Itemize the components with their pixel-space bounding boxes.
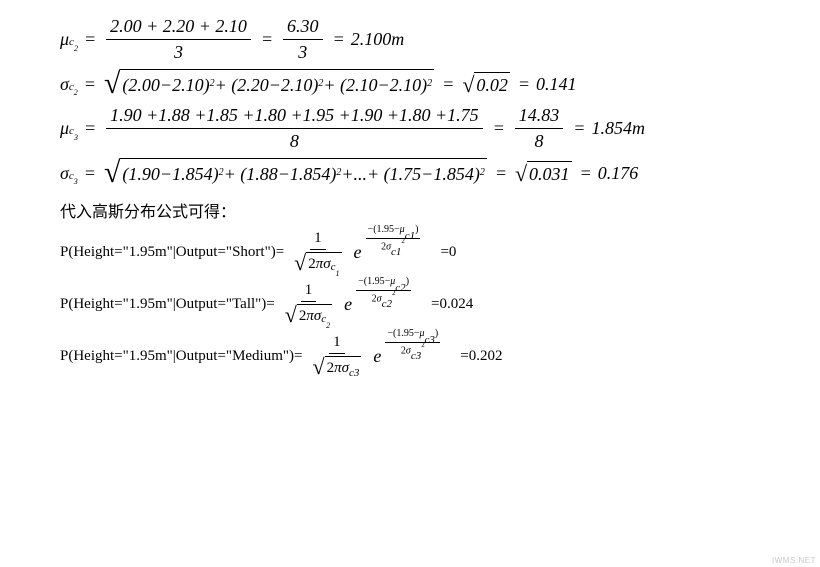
exponent: −(1.95−μc1) 2σc12: [366, 224, 421, 255]
subsub-3: 3: [74, 133, 78, 142]
val: 2.10: [346, 75, 378, 96]
exponent: −(1.95−μc2) 2σc22: [356, 276, 411, 307]
result: 0.176: [598, 163, 639, 184]
subsub-2: 2: [74, 88, 78, 97]
subsub: 1: [336, 269, 340, 278]
equation-sigma-c2: σc2 = √ (2.00 − 2.10)2 + (2.20 − 2.10)2 …: [60, 69, 760, 99]
denominator: 3: [294, 40, 311, 63]
numerator: 14.83: [515, 105, 564, 129]
height-val: 1.95m: [129, 348, 167, 364]
var-mu: μ: [60, 118, 69, 139]
sqrt: √ (1.90 −1.854)2 + (1.88 −1.854)2 +...+ …: [104, 158, 487, 188]
exp-sub: c3: [411, 350, 421, 362]
val: 1.88: [246, 164, 278, 185]
fraction: 6.30 3: [283, 16, 323, 63]
unit: m: [391, 29, 404, 50]
height-val: 1.95m: [129, 244, 167, 260]
val: 1.90: [128, 164, 160, 185]
prob-short: P(Height="1.95m"|Output="Short")= 1 √ 2π…: [60, 230, 760, 274]
numerator: 2.00 + 2.20 + 2.10: [106, 16, 251, 40]
fraction: 1 √ 2πσc2: [279, 282, 338, 326]
x: 1.95: [367, 276, 385, 287]
val: 2.20: [237, 75, 269, 96]
result: 0.202: [469, 348, 503, 364]
sqrt: √ (2.00 − 2.10)2 + (2.20 − 2.10)2 + (2.1…: [104, 69, 434, 99]
math-content: μc2 = 2.00 + 2.20 + 2.10 3 = 6.30 3 = 2.…: [0, 0, 820, 396]
result: 0: [449, 244, 457, 260]
denominator: 3: [170, 40, 187, 63]
watermark: IWMS.NET: [772, 556, 816, 565]
sqrt: √ 0.031: [515, 161, 572, 185]
result: 0.141: [536, 74, 577, 95]
val: 0.031: [527, 161, 572, 185]
result: 1.854: [591, 118, 632, 139]
result: 2.100: [351, 29, 392, 50]
class-val: Medium: [232, 348, 283, 364]
subsub: 2: [326, 321, 330, 330]
exp-sub: c1: [405, 230, 415, 242]
prob-tall: P(Height="1.95m"|Output="Tall")= 1 √ 2πσ…: [60, 282, 760, 326]
var-mu: μ: [60, 29, 69, 50]
x: 1.95: [377, 224, 395, 235]
val: 1.75: [390, 164, 422, 185]
cjk-heading: 代入高斯分布公式可得：: [60, 198, 760, 222]
exp-sub: c2: [382, 298, 392, 310]
var-sigma: σ: [60, 74, 69, 95]
fraction: 14.83 8: [515, 105, 564, 152]
sub: c3: [349, 367, 359, 379]
exponent: −(1.95−μc3) 2σc32: [385, 328, 440, 359]
val: 2.00: [128, 75, 160, 96]
sqrt: √ 2πσc2: [285, 304, 332, 326]
denominator: 8: [531, 129, 548, 152]
subsub-3: 3: [74, 177, 78, 186]
equation-mu-c3: μc3 = 1.90 +1.88 +1.85 +1.80 +1.95 +1.90…: [60, 105, 760, 152]
val: 1.854: [172, 164, 213, 185]
val: 0.02: [474, 72, 510, 96]
val: 2.10: [172, 75, 204, 96]
sub: c: [331, 261, 336, 273]
exp-sub: c3: [425, 334, 435, 346]
fraction: 1.90 +1.88 +1.85 +1.80 +1.95 +1.90 +1.80…: [106, 105, 483, 152]
fraction: 1 √ 2πσc1: [288, 230, 347, 274]
denominator: 8: [286, 129, 303, 152]
class-val: Short: [232, 244, 265, 260]
subsub-2: 2: [74, 44, 78, 53]
val: 1.854: [433, 164, 474, 185]
height-val: 1.95m: [129, 296, 167, 312]
prob-medium: P(Height="1.95m"|Output="Medium")= 1 √ 2…: [60, 334, 760, 378]
sqrt: √ 2πσc1: [294, 252, 341, 274]
class-val: Tall: [232, 296, 255, 312]
sqrt: √ 0.02: [462, 72, 510, 96]
equation-mu-c2: μc2 = 2.00 + 2.20 + 2.10 3 = 6.30 3 = 2.…: [60, 16, 760, 63]
exp-sub: c2: [395, 282, 405, 294]
fraction: 1 √ 2πσc3: [306, 334, 367, 378]
ellipsis: ...: [354, 164, 368, 185]
val: 2.10: [390, 75, 422, 96]
val: 2.10: [281, 75, 313, 96]
numerator: 6.30: [283, 16, 323, 40]
equation-sigma-c3: σc3 = √ (1.90 −1.854)2 + (1.88 −1.854)2 …: [60, 158, 760, 188]
var-sigma: σ: [60, 163, 69, 184]
sqrt: √ 2πσc3: [312, 356, 361, 378]
fraction: 2.00 + 2.20 + 2.10 3: [106, 16, 251, 63]
x: 1.95: [396, 328, 414, 339]
exp-sub: c1: [391, 246, 401, 258]
result: 0.024: [440, 296, 474, 312]
val: 1.854: [290, 164, 331, 185]
numerator: 1.90 +1.88 +1.85 +1.80 +1.95 +1.90 +1.80…: [106, 105, 483, 129]
unit: m: [632, 118, 645, 139]
